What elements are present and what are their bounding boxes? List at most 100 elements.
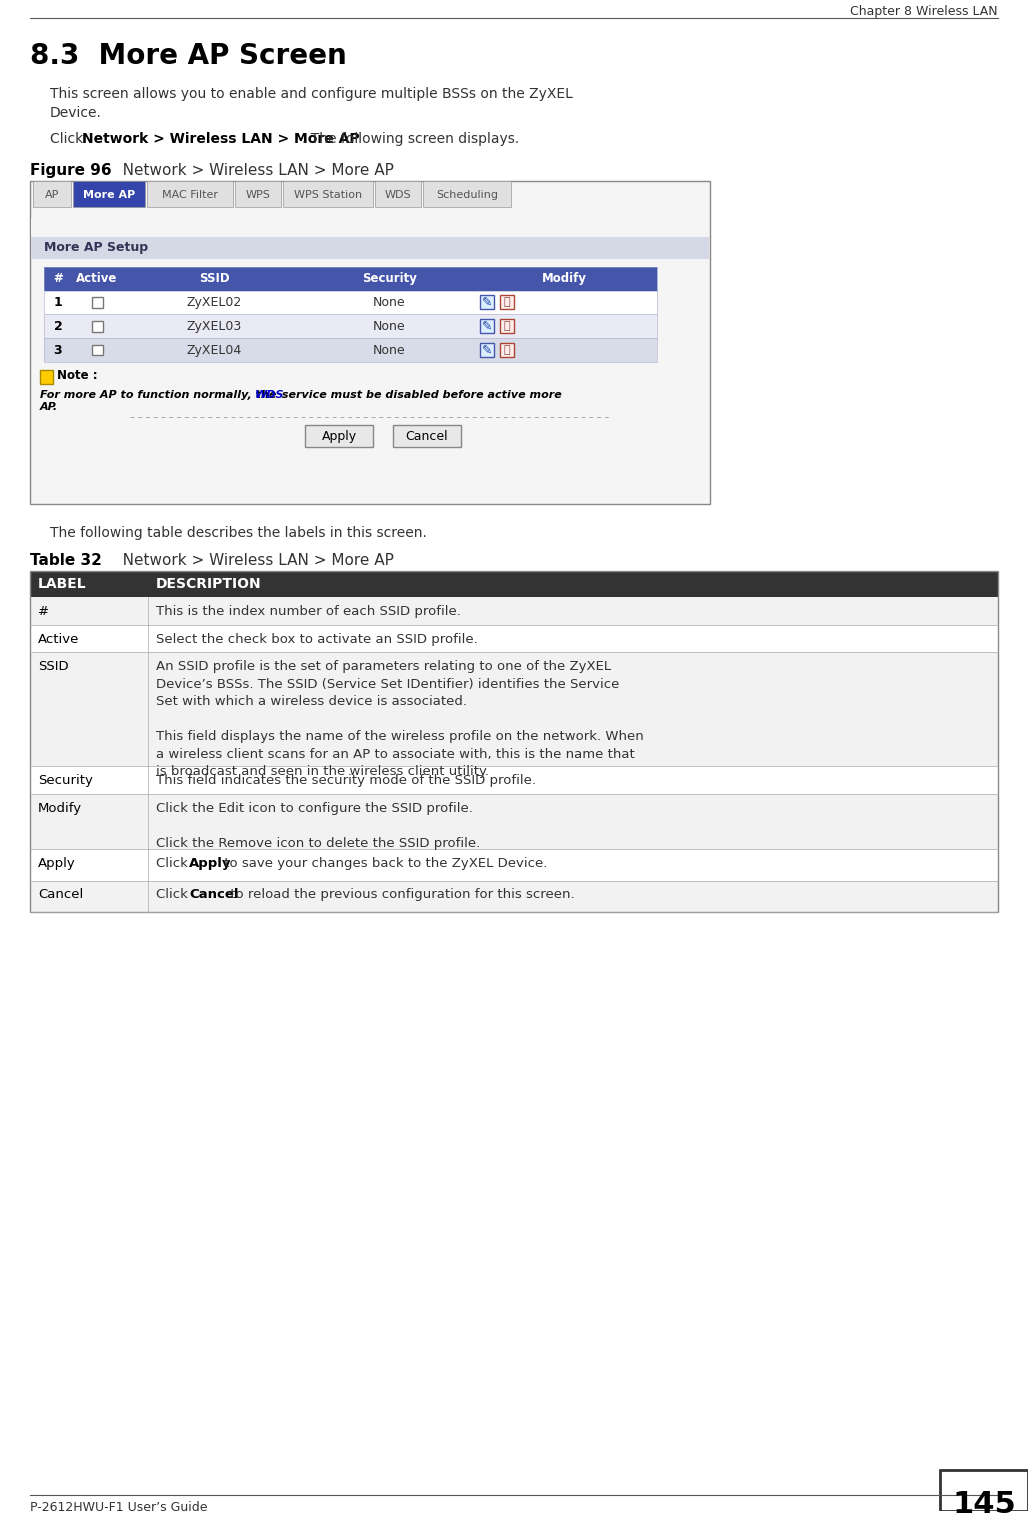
Text: An SSID profile is the set of parameters relating to one of the ZyXEL
Device’s B: An SSID profile is the set of parameters… (156, 660, 644, 779)
Text: Select the check box to activate an SSID profile.: Select the check box to activate an SSID… (156, 632, 478, 646)
Text: 8.3  More AP Screen: 8.3 More AP Screen (30, 41, 346, 70)
Bar (307, 267, 472, 291)
Bar (375, 181, 421, 207)
Text: Apply: Apply (38, 856, 76, 870)
Text: DESCRIPTION: DESCRIPTION (156, 578, 261, 591)
Text: P-2612HWU-F1 User’s Guide: P-2612HWU-F1 User’s Guide (30, 1501, 208, 1515)
Bar (44, 314, 657, 338)
Bar (283, 181, 373, 207)
Text: None: None (373, 343, 406, 357)
Text: SSID: SSID (38, 660, 69, 674)
Text: ZyXEL02: ZyXEL02 (187, 296, 243, 309)
Text: SSID: SSID (199, 273, 230, 285)
Bar (122, 267, 307, 291)
Bar (30, 597, 998, 625)
Text: 2: 2 (53, 320, 63, 332)
Text: None: None (373, 320, 406, 332)
Bar (44, 291, 657, 314)
Text: to reload the previous configuration for this screen.: to reload the previous configuration for… (226, 888, 575, 902)
Bar (30, 181, 710, 504)
Bar (30, 849, 998, 881)
Text: Click the Edit icon to configure the SSID profile.

Click the Remove icon to del: Click the Edit icon to configure the SSI… (156, 802, 480, 850)
Bar (91, 297, 103, 308)
Bar (393, 425, 461, 447)
Bar (44, 267, 657, 291)
Text: 🗑: 🗑 (504, 322, 510, 331)
Text: #: # (53, 273, 63, 285)
Text: Click: Click (156, 888, 192, 902)
Text: This screen allows you to enable and configure multiple BSSs on the ZyXEL
Device: This screen allows you to enable and con… (50, 87, 573, 120)
Text: Active: Active (38, 632, 79, 646)
Bar (72, 267, 122, 291)
Text: AP.: AP. (40, 402, 59, 411)
Bar (73, 181, 145, 207)
Text: 1: 1 (53, 296, 63, 309)
Bar (31, 238, 709, 259)
Bar (31, 218, 709, 236)
Text: This is the index number of each SSID profile.: This is the index number of each SSID pr… (156, 605, 461, 617)
Bar (940, 1469, 1028, 1512)
Text: LABEL: LABEL (38, 578, 86, 591)
Text: Active: Active (76, 273, 117, 285)
Text: Modify: Modify (38, 802, 82, 815)
Bar (147, 181, 233, 207)
Text: Cancel: Cancel (38, 888, 83, 902)
Text: 🗑: 🗑 (504, 344, 510, 355)
Text: AP: AP (45, 190, 60, 200)
Text: This field indicates the security mode of the SSID profile.: This field indicates the security mode o… (156, 774, 536, 788)
Text: Cancel: Cancel (189, 888, 238, 902)
Text: Apply: Apply (189, 856, 231, 870)
Bar (30, 767, 998, 794)
Text: MAC Filter: MAC Filter (162, 190, 218, 200)
Text: For more AP to function normally, the: For more AP to function normally, the (40, 390, 281, 399)
Text: ZyXEL04: ZyXEL04 (187, 343, 243, 357)
Text: WPS Station: WPS Station (294, 190, 362, 200)
Bar (480, 343, 494, 357)
Text: . The following screen displays.: . The following screen displays. (302, 133, 519, 146)
Text: Click: Click (156, 856, 192, 870)
Text: 3: 3 (53, 343, 63, 357)
Text: WDS: WDS (384, 190, 411, 200)
Bar (500, 296, 514, 309)
Bar (480, 320, 494, 334)
Bar (33, 181, 71, 207)
Text: Table 32: Table 32 (30, 553, 102, 568)
Text: Security: Security (38, 774, 93, 788)
Bar (30, 572, 998, 913)
Text: None: None (373, 296, 406, 309)
Text: WPS: WPS (246, 190, 270, 200)
Bar (500, 343, 514, 357)
Bar (30, 652, 998, 767)
Bar (423, 181, 511, 207)
Text: Note :: Note : (57, 369, 98, 383)
Text: Click: Click (50, 133, 87, 146)
Text: ✎: ✎ (482, 320, 492, 332)
Text: Network > Wireless LAN > More AP: Network > Wireless LAN > More AP (82, 133, 360, 146)
Text: to save your changes back to the ZyXEL Device.: to save your changes back to the ZyXEL D… (220, 856, 548, 870)
Bar (44, 291, 657, 314)
Text: Network > Wireless LAN > More AP: Network > Wireless LAN > More AP (108, 553, 394, 568)
Text: Security: Security (362, 273, 417, 285)
Bar (44, 314, 657, 338)
Text: The following table describes the labels in this screen.: The following table describes the labels… (50, 526, 427, 539)
Bar (44, 267, 72, 291)
Bar (480, 296, 494, 309)
Text: More AP: More AP (83, 190, 135, 200)
Text: Apply: Apply (322, 430, 357, 443)
Text: 145: 145 (952, 1490, 1016, 1519)
Text: Modify: Modify (542, 273, 587, 285)
Bar (235, 181, 281, 207)
Bar (40, 370, 53, 384)
Text: Figure 96: Figure 96 (30, 163, 112, 178)
Text: Network > Wireless LAN > More AP: Network > Wireless LAN > More AP (108, 163, 394, 178)
Bar (44, 338, 657, 361)
Bar (305, 425, 373, 447)
Bar (91, 344, 103, 355)
Text: ZyXEL03: ZyXEL03 (187, 320, 243, 332)
Bar (30, 881, 998, 913)
Text: More AP Setup: More AP Setup (44, 241, 148, 255)
Bar (30, 625, 998, 652)
Text: Chapter 8 Wireless LAN: Chapter 8 Wireless LAN (850, 5, 998, 18)
Text: WDS: WDS (255, 390, 285, 399)
Text: Scheduling: Scheduling (436, 190, 498, 200)
